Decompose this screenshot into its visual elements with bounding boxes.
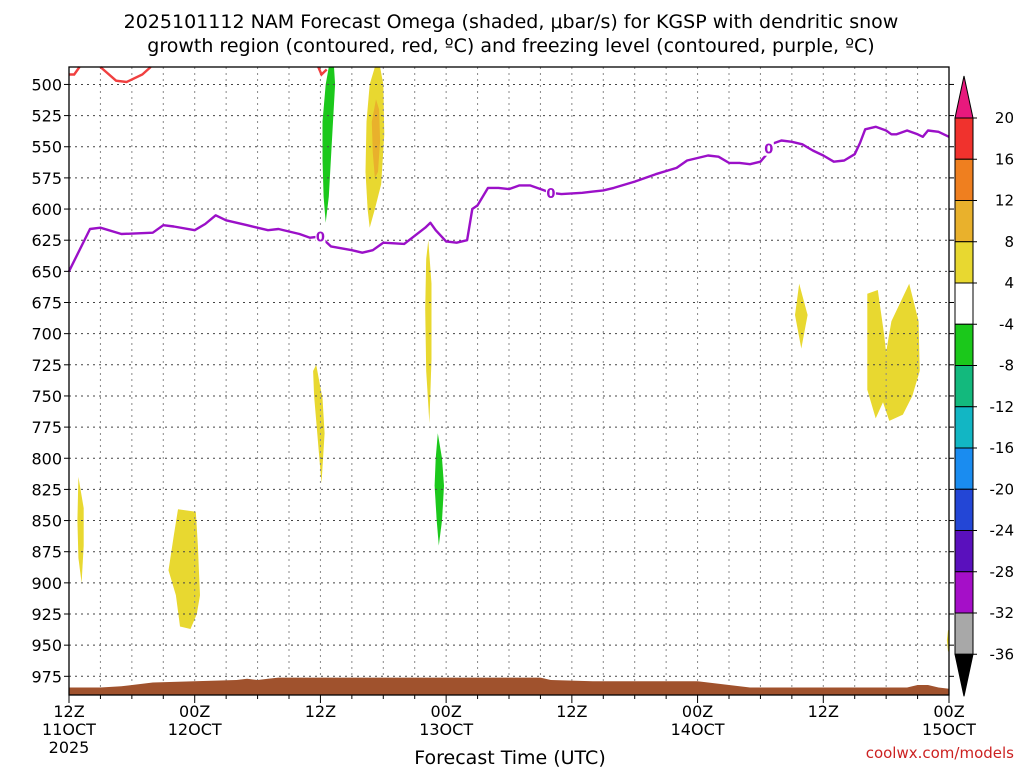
colorbar-label-11: -28	[990, 563, 1015, 581]
colorbar-box-8	[954, 406, 974, 449]
colorbar-box-12	[954, 571, 974, 614]
y-tick-label-975: 975	[31, 667, 62, 686]
x-tick-label-60-1: 00Z	[682, 702, 713, 721]
x-tick-label-48-1: 12Z	[556, 702, 587, 721]
freezing-label-bg-0	[315, 228, 326, 244]
colorbar-box-4	[954, 241, 974, 284]
x-tick-label-24-1: 12Z	[305, 702, 336, 721]
colorbar-label-0: 20	[995, 109, 1014, 127]
chart-title-line-1: 2025101112 NAM Forecast Omega (shaded, μ…	[124, 11, 899, 33]
x-tick-label-84-1: 00Z	[933, 702, 964, 721]
freezing-label-bg-1	[545, 184, 556, 200]
y-tick-label-650: 650	[31, 262, 62, 281]
freezing-level-label-0: 0	[316, 230, 325, 245]
y-tick-label-800: 800	[31, 449, 62, 468]
dendritic-contour-2	[317, 66, 328, 77]
credit-text: coolwx.com/models	[866, 744, 1014, 762]
x-axis-label: Forecast Time (UTC)	[414, 747, 605, 768]
colorbar-label-9: -20	[990, 480, 1015, 498]
colorbar-box-1	[954, 117, 974, 160]
omega-region-3	[425, 240, 432, 424]
colorbar-box-10	[954, 488, 974, 531]
y-tick-label-875: 875	[31, 543, 62, 562]
colorbar-box-7	[954, 365, 974, 408]
colorbar-label-5: -4	[999, 315, 1014, 333]
colorbar-box-3	[954, 200, 974, 243]
y-tick-label-500: 500	[31, 75, 62, 94]
colorbar-top-arrow	[954, 75, 974, 119]
y-tick-label-750: 750	[31, 387, 62, 406]
dendritic-contour-1	[99, 66, 152, 84]
y-tick-label-725: 725	[31, 356, 62, 375]
colorbar-box-11	[954, 530, 974, 573]
y-tick-label-925: 925	[31, 605, 62, 624]
y-tick-label-625: 625	[31, 231, 62, 250]
colorbar-label-6: -8	[999, 357, 1014, 375]
y-tick-label-950: 950	[31, 636, 62, 655]
colorbar-label-3: 8	[1004, 233, 1014, 251]
x-tick-label-36-2: 13OCT	[419, 720, 473, 739]
y-tick-label-525: 525	[31, 107, 62, 126]
y-tick-label-775: 775	[31, 418, 62, 437]
colorbar-box-2	[954, 158, 974, 201]
x-tick-label-0-3: 2025	[49, 738, 90, 757]
omega-region-9	[867, 283, 920, 421]
colorbar-box-6	[954, 323, 974, 366]
plot-area: 0 0 0	[67, 66, 950, 696]
colorbar-box-5	[954, 282, 974, 325]
dendritic-contour-0	[69, 66, 81, 76]
freezing-label-bg-2	[763, 140, 774, 156]
colorbar-bottom-arrow	[954, 653, 974, 697]
y-tick-label-700: 700	[31, 325, 62, 344]
colorbar-label-7: -12	[990, 398, 1015, 416]
gridlines	[69, 67, 949, 695]
freezing-level-label-1: 0	[546, 187, 555, 202]
x-tick-label-60-2: 14OCT	[671, 720, 725, 739]
colorbar-label-10: -24	[990, 522, 1015, 540]
y-tick-label-850: 850	[31, 512, 62, 531]
colorbar-label-4: 4	[1004, 274, 1014, 292]
colorbar-label-13: -36	[990, 645, 1015, 663]
terrain-layer	[69, 677, 949, 695]
omega-region-0	[322, 67, 336, 223]
colorbar: 20 16 12 8 4 -4 -8 -12 -16 -20 -24 -28 -32 -36	[954, 75, 1015, 697]
omega-region-4	[313, 364, 325, 484]
colorbar-label-12: -32	[990, 604, 1015, 622]
colorbar-box-13	[954, 612, 974, 655]
omega-region-6	[77, 476, 84, 583]
x-tick-label-0-1: 12Z	[53, 702, 84, 721]
y-tick-label-675: 675	[31, 294, 62, 313]
x-tick-label-36-1: 00Z	[430, 702, 461, 721]
terrain-fill	[69, 677, 949, 695]
y-tick-label-825: 825	[31, 480, 62, 499]
x-tick-label-72-1: 12Z	[808, 702, 839, 721]
omega-region-8	[795, 283, 808, 349]
freezing-level-line	[67, 125, 950, 272]
y-tick-label-550: 550	[31, 138, 62, 157]
omega-region-2	[371, 99, 381, 178]
colorbar-label-1: 16	[995, 150, 1014, 168]
x-tick-label-84-2: 15OCT	[922, 720, 976, 739]
colorbar-box-9	[954, 447, 974, 490]
omega-region-5	[434, 433, 444, 546]
y-tick-label-575: 575	[31, 169, 62, 188]
x-tick-label-12-1: 00Z	[179, 702, 210, 721]
y-axis: 500 525 550 575 600 625 650 675 700 725 750 775 800 8…	[31, 75, 954, 686]
colorbar-label-2: 12	[995, 192, 1014, 210]
x-tick-label-0-2: 11OCT	[42, 720, 96, 739]
omega-shading-layer	[77, 67, 949, 652]
x-tick-label-12-2: 12OCT	[168, 720, 222, 739]
chart-title-line-2: growth region (contoured, red, ºC) and f…	[147, 35, 874, 57]
freezing-level-label-2: 0	[764, 143, 773, 158]
contour-layer: 0 0 0	[67, 66, 950, 272]
y-tick-label-600: 600	[31, 200, 62, 219]
omega-region-7	[168, 509, 200, 629]
y-tick-label-900: 900	[31, 574, 62, 593]
colorbar-label-8: -16	[990, 439, 1015, 457]
